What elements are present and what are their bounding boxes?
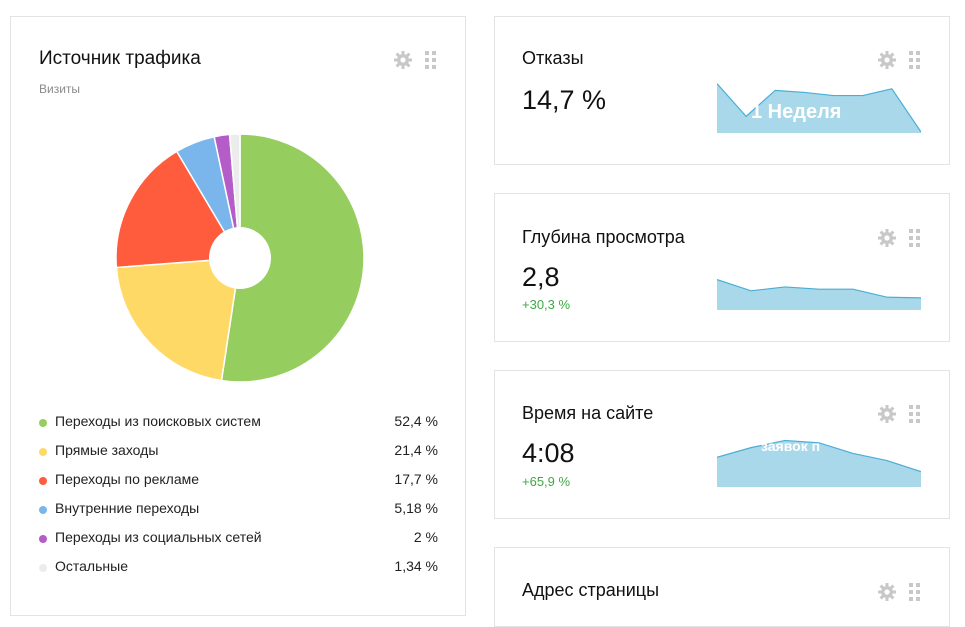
legend-item: Прямые заходы 21,4 % (39, 440, 444, 469)
legend-item: Переходы из социальных сетей 2 % (39, 527, 444, 556)
drag-handle-icon[interactable] (425, 51, 436, 69)
sparkline-area (717, 440, 921, 487)
drag-handle-icon[interactable] (909, 405, 920, 423)
gear-icon[interactable] (877, 582, 897, 602)
gear-icon[interactable] (877, 228, 897, 248)
legend-value: 5,18 % (394, 500, 438, 516)
address-controls (877, 582, 920, 602)
time-on-site-sparkline (717, 439, 921, 487)
legend-value: 17,7 % (394, 471, 438, 487)
drag-handle-icon[interactable] (909, 51, 920, 69)
legend-dot (39, 448, 47, 456)
legend-label: Переходы по рекламе (55, 471, 200, 487)
legend-value: 2 % (413, 529, 438, 545)
page-address-title: Адрес страницы (522, 580, 660, 600)
bounce-rate-card: Отказы 14,7 % 1 Неделя (494, 16, 950, 165)
bounce-rate-title: Отказы (522, 48, 584, 68)
legend-label: Переходы из социальных сетей (55, 529, 262, 545)
pie-slice[interactable] (115, 257, 241, 382)
sparkline-area (717, 83, 921, 133)
time-on-site-title: Время на сайте (522, 403, 654, 423)
legend-dot (39, 477, 47, 485)
page-depth-value: 2,8 (522, 262, 560, 292)
bounce-rate-value: 14,7 % (522, 85, 607, 115)
time-controls (877, 404, 920, 424)
traffic-source-title: Источник трафика (39, 48, 201, 69)
gear-icon[interactable] (393, 50, 413, 70)
legend-value: 21,4 % (394, 442, 438, 458)
bounce-controls (877, 50, 920, 70)
legend-item: Внутренние переходы 5,18 % (39, 498, 444, 527)
legend-label: Остальные (55, 558, 128, 574)
page-depth-card: Глубина просмотра 2,8 +30,3 % (494, 193, 950, 342)
pie-slice[interactable] (115, 150, 242, 269)
sparkline-line (717, 279, 921, 299)
page-depth-sparkline (717, 279, 921, 310)
legend-dot (39, 564, 47, 572)
time-on-site-delta: +65,9 % (522, 474, 571, 489)
page-depth-delta: +30,3 % (522, 297, 571, 312)
legend-value: 1,34 % (394, 558, 438, 574)
pie-slice[interactable] (228, 133, 241, 259)
traffic-source-card: Источник трафика Визиты Переходы из поис… (10, 16, 466, 616)
depth-controls (877, 228, 920, 248)
legend-dot (39, 419, 47, 427)
drag-handle-icon[interactable] (909, 583, 920, 601)
legend-item: Переходы по рекламе 17,7 % (39, 469, 444, 498)
pie-center-hole (209, 227, 271, 289)
legend-label: Внутренние переходы (55, 500, 200, 516)
drag-handle-icon[interactable] (909, 229, 920, 247)
time-on-site-value: 4:08 (522, 438, 575, 468)
traffic-legend: Переходы из поисковых систем 52,4 % Прямы… (39, 411, 444, 585)
legend-item: Остальные 1,34 % (39, 556, 444, 585)
sparkline-area (717, 279, 921, 310)
gear-icon[interactable] (877, 404, 897, 424)
time-on-site-card: Время на сайте 4:08 +65,9 % заявок п (494, 370, 950, 519)
legend-dot (39, 506, 47, 514)
sparkline-line (717, 83, 921, 133)
traffic-source-subtitle: Визиты (39, 82, 81, 96)
traffic-controls (393, 50, 436, 70)
pie-slice[interactable] (220, 133, 365, 383)
bounce-sparkline (717, 83, 921, 133)
legend-item: Переходы из поисковых систем 52,4 % (39, 411, 444, 440)
page-address-card: Адрес страницы (494, 547, 950, 627)
sparkline-line (717, 439, 921, 473)
legend-label: Прямые заходы (55, 442, 159, 458)
legend-value: 52,4 % (394, 413, 438, 429)
legend-label: Переходы из поисковых систем (55, 413, 261, 429)
page-depth-title: Глубина просмотра (522, 227, 685, 247)
legend-dot (39, 535, 47, 543)
gear-icon[interactable] (877, 50, 897, 70)
traffic-pie-chart (115, 133, 365, 383)
